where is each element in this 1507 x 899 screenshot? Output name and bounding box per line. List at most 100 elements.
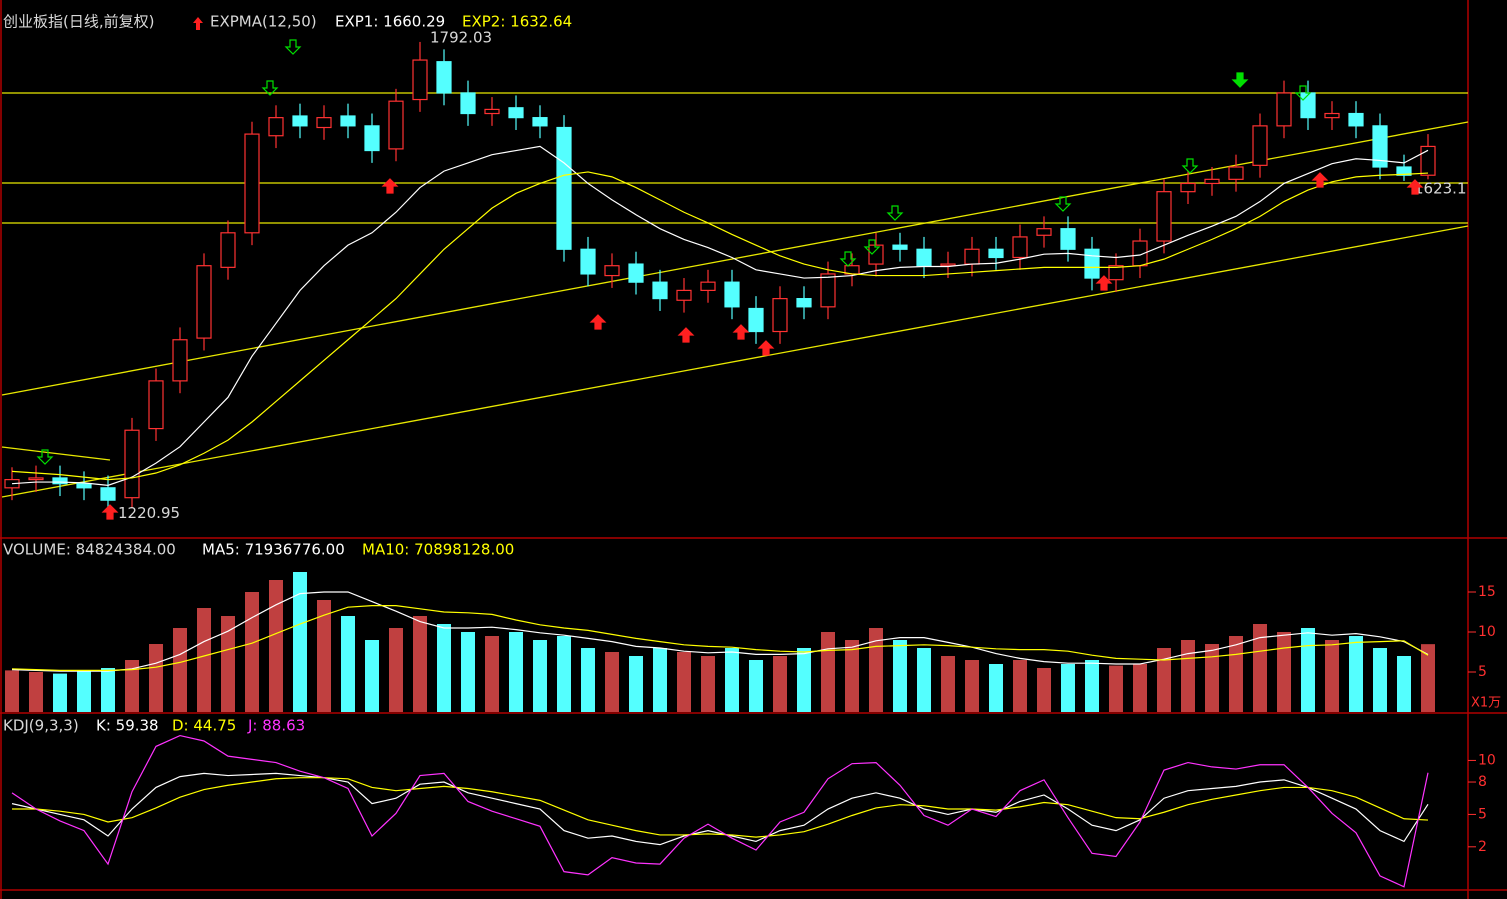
- candle-body: [532, 117, 548, 127]
- candle-body: [1348, 112, 1364, 127]
- volume-bar: [605, 652, 619, 712]
- volume-bar: [845, 640, 859, 712]
- buy-signal: [732, 324, 750, 340]
- buy-signal: [1311, 172, 1329, 188]
- buy-signal: [757, 340, 775, 356]
- candle-body: [1300, 92, 1316, 119]
- volume-bar: [1421, 644, 1435, 712]
- volume-bar: [581, 648, 595, 712]
- volume-bar: [1253, 624, 1267, 712]
- volume-bar: [293, 572, 307, 712]
- volume-bar: [941, 656, 955, 712]
- volume-bar: [821, 632, 835, 712]
- volume-bar: [725, 648, 739, 712]
- volume-bar: [701, 656, 715, 712]
- panel-title: VOLUME: 84824384.00: [3, 541, 176, 559]
- volume-bar: [653, 648, 667, 712]
- candle-body: [220, 232, 236, 268]
- volume-bar: [389, 628, 403, 712]
- volume-bar: [989, 664, 1003, 712]
- buy-signal: [1095, 275, 1113, 291]
- volume-bar: [437, 624, 451, 712]
- volume-bar: [1109, 665, 1123, 712]
- volume-bar: [533, 640, 547, 712]
- volume-bar: [797, 648, 811, 712]
- volume-bar: [965, 660, 979, 712]
- y-tick-label: 15: [1478, 584, 1496, 600]
- volume-bar: [317, 600, 331, 712]
- volume-bar: [1013, 660, 1027, 712]
- y-tick-label: 5: [1478, 664, 1487, 680]
- volume-bar: [461, 632, 475, 712]
- sell-signal: [284, 39, 302, 55]
- volume-bar: [1397, 656, 1411, 712]
- buy-signal: [677, 327, 695, 343]
- y-tick-label: 2: [1478, 839, 1487, 855]
- volume-bar: [1085, 660, 1099, 712]
- volume-bar: [869, 628, 883, 712]
- volume-bar: [269, 580, 283, 712]
- sell-signal: [863, 239, 881, 255]
- buy-signal: [381, 178, 399, 194]
- candle-body: [1036, 228, 1052, 236]
- candle-body: [604, 265, 620, 277]
- candle-body: [1228, 166, 1244, 180]
- volume-bar: [221, 616, 235, 712]
- candle-body: [124, 429, 140, 499]
- candle-body: [892, 244, 908, 250]
- series-line: [11, 734, 1429, 888]
- candle-body: [964, 248, 980, 265]
- sell-signal: [886, 205, 904, 221]
- candle-body: [1420, 145, 1436, 176]
- candle-body: [724, 281, 740, 308]
- indicator-name: EXPMA(12,50): [210, 13, 317, 31]
- series-line: [11, 171, 1429, 481]
- sell-signal: [36, 449, 54, 465]
- volume-bar: [1205, 644, 1219, 712]
- volume-bar: [1301, 628, 1315, 712]
- volume-bar: [5, 670, 19, 712]
- candle-body: [772, 298, 788, 333]
- candle-body: [652, 281, 668, 300]
- legend-entry: EXP2: 1632.64: [462, 13, 572, 31]
- y-unit: X1万: [1471, 696, 1501, 711]
- candle-body: [748, 307, 764, 333]
- plot: 1792.03 1220.95 1623.1 15 10 5 10 8 5 2: [4, 28, 1496, 888]
- y-tick-label: 10: [1478, 624, 1496, 640]
- candle-body: [868, 244, 884, 265]
- candle-body: [1372, 125, 1388, 168]
- candle-body: [1180, 182, 1196, 193]
- volume-bar: [1229, 636, 1243, 712]
- candle-body: [292, 115, 308, 127]
- series-line: [11, 772, 1429, 846]
- volume-bar: [629, 656, 643, 712]
- volume-bar: [1157, 648, 1171, 712]
- volume-bar: [1181, 640, 1195, 712]
- candle-body: [172, 339, 188, 382]
- legend-entry: K: 59.38: [96, 717, 159, 735]
- candle-body: [436, 61, 452, 94]
- volume-bar: [749, 660, 763, 712]
- candle-body: [1204, 178, 1220, 185]
- candle-body: [484, 108, 500, 115]
- indicator-icon: [193, 17, 203, 30]
- y-tick-label: 10: [1478, 752, 1496, 768]
- candle-body: [988, 248, 1004, 259]
- candle-body: [916, 248, 932, 267]
- panel-title: KDJ(9,3,3): [3, 717, 79, 735]
- candle-body: [580, 248, 596, 275]
- candle-body: [148, 380, 164, 430]
- price-label: 1220.95: [118, 504, 180, 522]
- candle-body: [316, 117, 332, 129]
- sell-signal: [839, 251, 857, 267]
- legend-entry: J: 88.63: [247, 717, 305, 735]
- series-line: [12, 777, 1429, 838]
- candle-body: [1012, 236, 1028, 259]
- y-tick-label: 8: [1478, 774, 1487, 790]
- candle-body: [940, 263, 956, 267]
- sell-signal: [1181, 158, 1199, 174]
- volume-bar: [677, 652, 691, 712]
- sell-signal: [261, 80, 279, 96]
- volume-bar: [773, 656, 787, 712]
